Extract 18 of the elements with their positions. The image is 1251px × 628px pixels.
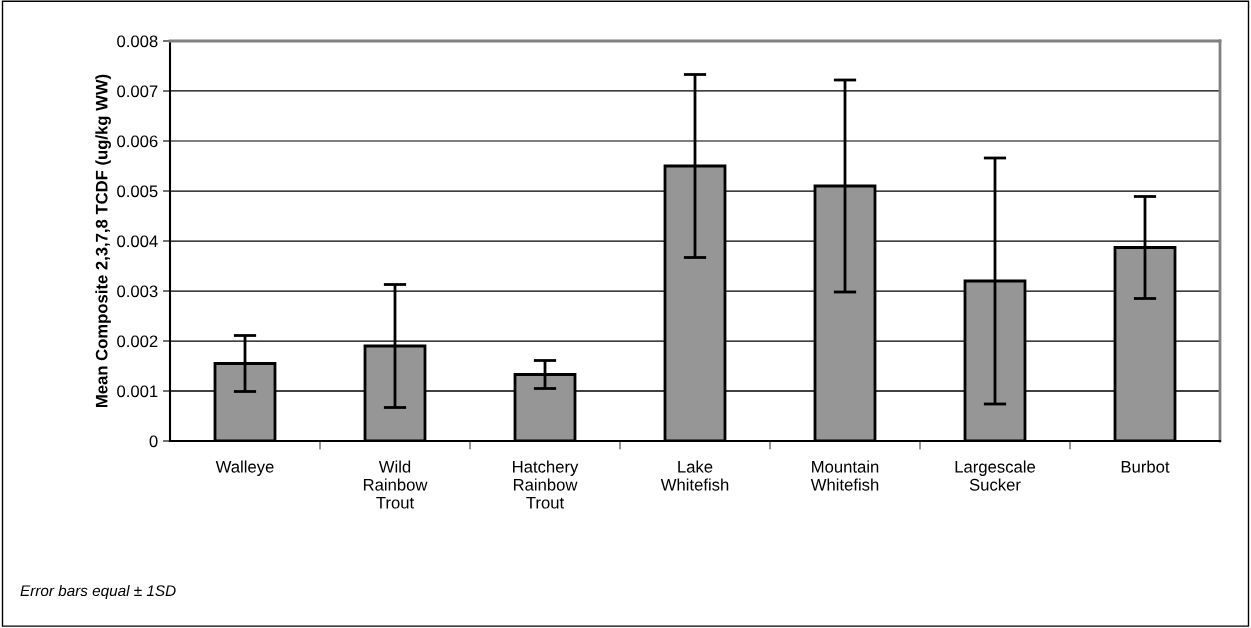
y-tick-label: 0.004: [117, 235, 158, 248]
text: Error bars equal ± 1SD: [20, 584, 176, 600]
y-tick-label: 0.006: [117, 135, 158, 148]
y-axis-title: Mean Composite 2,3,7,8 TCDF (ug/kg WW): [95, 74, 111, 408]
x-tick-label: Largescale Sucker: [955, 460, 1036, 491]
y-tick-label: 0.008: [117, 35, 158, 48]
x-tick-label: Lake Whitefish: [660, 460, 729, 491]
y-tick-label: 0.002: [117, 335, 158, 348]
y-tick-label: 0: [149, 435, 158, 448]
x-tick-label: Walleye: [215, 460, 274, 476]
y-tick-label: 0.005: [117, 185, 158, 198]
x-tick-label: Wild Rainbow Trout: [363, 460, 428, 509]
x-tick-label: Hatchery Rainbow Trout: [513, 460, 579, 509]
x-tick-label: Mountain Whitefish: [810, 460, 879, 491]
y-tick-label: 0.001: [117, 385, 158, 398]
y-tick-label: 0.007: [117, 85, 158, 98]
y-tick-label: 0.003: [117, 285, 158, 298]
x-tick-label: Burbot: [1121, 460, 1170, 473]
